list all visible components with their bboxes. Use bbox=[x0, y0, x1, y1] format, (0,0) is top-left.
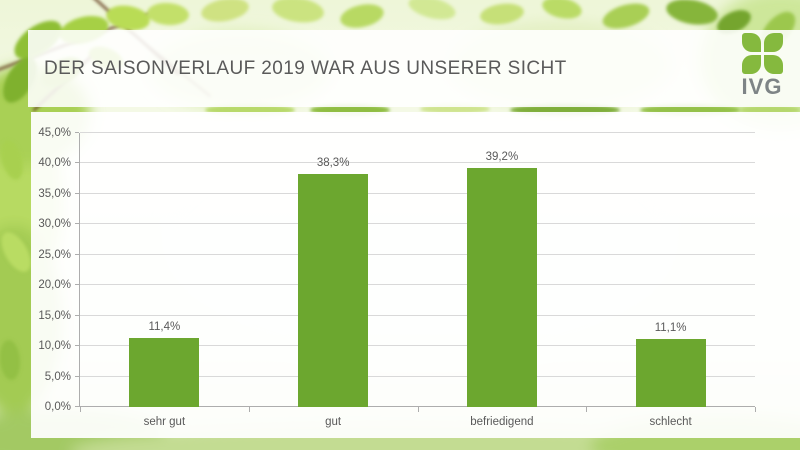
clover-leaf-bottom-left bbox=[741, 55, 761, 74]
y-axis-tick bbox=[75, 314, 79, 316]
x-axis-tick bbox=[80, 407, 81, 412]
category-label: schlecht bbox=[649, 416, 692, 428]
bar-value-label: 39,2% bbox=[485, 151, 519, 164]
y-axis-tick bbox=[75, 406, 79, 407]
gridline bbox=[80, 253, 755, 255]
logo-wordmark: IVG bbox=[741, 74, 783, 99]
four-leaf-clover-icon bbox=[741, 33, 783, 74]
clover-leaf-bottom-right bbox=[763, 55, 783, 74]
y-tick-label: 10,0% bbox=[38, 340, 71, 353]
y-axis-line bbox=[79, 133, 80, 407]
y-tick-label: 0,0% bbox=[44, 401, 71, 413]
gridline bbox=[80, 375, 755, 377]
y-axis-tick bbox=[75, 223, 79, 225]
y-tick-label: 5,0% bbox=[44, 370, 71, 383]
y-tick-label: 35,0% bbox=[38, 187, 71, 200]
category-label: befriedigend bbox=[470, 416, 534, 428]
x-axis-tick bbox=[755, 407, 756, 412]
header-band: DER SAISONVERLAUF 2019 WAR AUS UNSERER S… bbox=[28, 30, 800, 107]
gridline bbox=[80, 345, 755, 347]
bar bbox=[635, 339, 706, 407]
y-tick-label: 30,0% bbox=[38, 218, 71, 231]
y-axis-tick bbox=[75, 345, 79, 347]
y-axis-tick bbox=[75, 132, 79, 133]
y-axis-tick bbox=[75, 162, 79, 164]
y-tick-label: 20,0% bbox=[38, 279, 71, 292]
x-axis-line bbox=[80, 406, 755, 407]
x-axis-tick bbox=[586, 407, 588, 412]
gridline bbox=[80, 162, 755, 164]
ivg-logo: IVG bbox=[737, 33, 787, 98]
bar-value-label: 11,1% bbox=[654, 322, 687, 335]
category-label: gut bbox=[325, 416, 342, 428]
gridline bbox=[80, 192, 755, 194]
bar bbox=[466, 168, 537, 407]
y-axis-tick bbox=[75, 253, 79, 255]
bar bbox=[298, 173, 369, 407]
y-axis-tick bbox=[75, 284, 79, 286]
x-axis-tick bbox=[417, 407, 419, 412]
category-label: sehr gut bbox=[143, 416, 186, 428]
plot-area: 0,0% 5,0% 10,0% 15,0% 20,0% 25,0% 30,0% 35,0% 40… bbox=[38, 127, 756, 428]
gridline bbox=[80, 223, 755, 225]
gridline bbox=[80, 314, 755, 316]
bar-value-label: 38,3% bbox=[316, 156, 350, 169]
bar-value-label: 11,4% bbox=[148, 320, 181, 333]
gridline bbox=[80, 132, 755, 133]
chart-panel: 0,0% 5,0% 10,0% 15,0% 20,0% 25,0% 30,0% 35,0% 40… bbox=[31, 112, 800, 438]
clover-leaf-top-right bbox=[763, 33, 783, 52]
y-tick-label: 40,0% bbox=[38, 157, 71, 170]
bar bbox=[129, 337, 200, 407]
y-tick-label: 15,0% bbox=[38, 309, 71, 322]
gridline bbox=[80, 284, 755, 286]
page-title: DER SAISONVERLAUF 2019 WAR AUS UNSERER S… bbox=[44, 57, 567, 79]
x-axis-tick bbox=[248, 407, 250, 412]
y-axis-tick bbox=[75, 192, 79, 194]
y-axis-tick bbox=[75, 375, 79, 377]
clover-leaf-top-left bbox=[741, 33, 761, 52]
y-tick-label: 25,0% bbox=[38, 248, 71, 261]
y-tick-label: 45,0% bbox=[38, 127, 71, 139]
